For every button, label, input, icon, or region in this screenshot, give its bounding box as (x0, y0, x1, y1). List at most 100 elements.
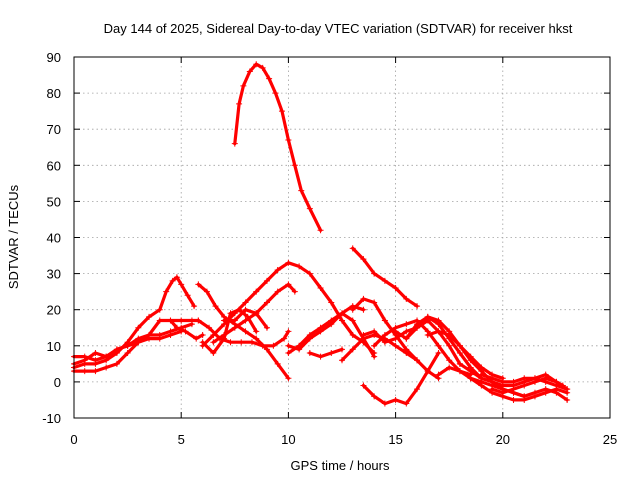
y-tick-label: 30 (47, 267, 61, 282)
data-point (285, 281, 292, 288)
data-point (246, 68, 253, 75)
data-point (414, 386, 421, 393)
data-point (231, 140, 238, 147)
data-point (478, 371, 485, 378)
data-point (248, 339, 255, 346)
data-point (173, 274, 180, 281)
data-point (206, 324, 213, 331)
data-point (274, 266, 281, 273)
data-point (263, 346, 270, 353)
data-point (242, 328, 249, 335)
data-series-arc-ac (489, 375, 566, 396)
data-point (263, 299, 270, 306)
data-point (521, 382, 528, 389)
data-point (146, 331, 153, 338)
data-point (203, 288, 210, 295)
data-point (403, 335, 410, 342)
data-point (167, 331, 174, 338)
series-line (196, 282, 290, 380)
y-axis-label: SDTVAR / TECUs (6, 184, 21, 289)
data-point (360, 306, 367, 313)
data-point (328, 299, 335, 306)
x-tick-label: 0 (70, 432, 77, 447)
data-point (435, 342, 442, 349)
data-point (456, 360, 463, 367)
data-point (360, 295, 367, 302)
data-point (306, 270, 313, 277)
data-point (195, 281, 202, 288)
data-point (156, 317, 163, 324)
data-point (274, 360, 281, 367)
data-point (381, 400, 388, 407)
data-point (349, 306, 356, 313)
data-point (253, 288, 260, 295)
data-point (392, 396, 399, 403)
data-point (173, 324, 180, 331)
data-point (371, 342, 378, 349)
data-point (169, 277, 176, 284)
data-point (456, 342, 463, 349)
data-point (499, 378, 506, 385)
data-series-arc-o (306, 346, 345, 360)
data-point (291, 162, 298, 169)
data-point (317, 227, 324, 234)
data-point (146, 313, 153, 320)
data-series-arc-q (349, 245, 421, 310)
data-point (81, 357, 88, 364)
data-point (360, 382, 367, 389)
data-point (92, 368, 99, 375)
data-point (103, 353, 110, 360)
data-point (135, 339, 142, 346)
data-point (381, 331, 388, 338)
data-point (392, 285, 399, 292)
data-point (499, 389, 506, 396)
data-point (403, 400, 410, 407)
x-tick-label: 15 (388, 432, 402, 447)
data-point (456, 368, 463, 375)
data-point (349, 317, 356, 324)
data-series-arc-l (231, 61, 324, 234)
data-series-arc-s (360, 350, 442, 407)
data-point (414, 303, 421, 310)
data-series-arc-c (71, 328, 185, 375)
data-point (124, 350, 131, 357)
data-point (238, 339, 245, 346)
data-point (81, 368, 88, 375)
data-point (349, 346, 356, 353)
data-point (253, 328, 260, 335)
data-point (163, 288, 170, 295)
data-point (435, 328, 442, 335)
series-layer (71, 61, 571, 407)
data-point (328, 317, 335, 324)
data-point (435, 317, 442, 324)
data-point (167, 317, 174, 324)
data-point (259, 342, 266, 349)
data-point (392, 328, 399, 335)
data-point (553, 378, 560, 385)
data-point (92, 357, 99, 364)
data-point (339, 346, 345, 353)
data-point (371, 393, 378, 400)
data-point (531, 378, 538, 385)
data-series-arc-f (195, 281, 292, 382)
data-point (103, 364, 110, 371)
data-point (227, 339, 234, 346)
data-point (285, 137, 292, 144)
data-point (231, 324, 238, 331)
data-point (285, 328, 292, 335)
x-tick-label: 5 (178, 432, 185, 447)
data-point (381, 339, 388, 346)
data-point (371, 270, 378, 277)
data-point (212, 303, 219, 310)
data-point (195, 317, 202, 324)
data-point (236, 100, 243, 107)
data-point (296, 342, 303, 349)
series-line (308, 347, 344, 359)
data-point (266, 75, 273, 82)
data-point (510, 378, 517, 385)
data-point (242, 317, 249, 324)
data-point (285, 350, 292, 357)
data-point (542, 375, 549, 382)
y-tick-label: 90 (47, 50, 61, 65)
data-point (339, 317, 345, 324)
